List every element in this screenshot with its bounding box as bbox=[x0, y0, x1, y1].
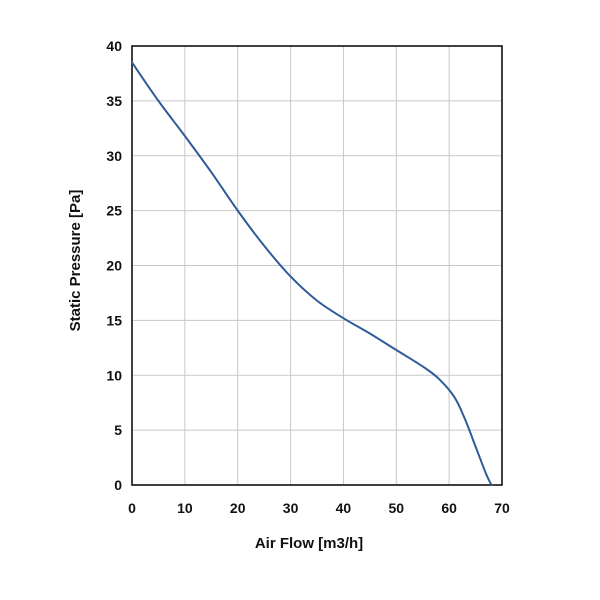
y-tick-label: 10 bbox=[106, 367, 122, 383]
plot-frame bbox=[131, 45, 503, 486]
y-tick-label: 25 bbox=[106, 203, 122, 219]
x-tick-label: 30 bbox=[283, 500, 299, 516]
x-tick-label: 0 bbox=[128, 500, 136, 516]
y-tick-label: 40 bbox=[106, 38, 122, 54]
y-tick-label: 30 bbox=[106, 148, 122, 164]
x-tick-label: 10 bbox=[177, 500, 193, 516]
y-axis-title: Static Pressure [Pa] bbox=[67, 190, 84, 332]
series-line bbox=[131, 61, 493, 486]
x-tick-label: 20 bbox=[230, 500, 246, 516]
x-tick-label: 50 bbox=[388, 500, 404, 516]
grid-lines bbox=[131, 45, 503, 486]
y-tick-label: 5 bbox=[114, 422, 122, 438]
y-tick-label: 20 bbox=[106, 258, 122, 274]
x-axis-title: Air Flow [m3/h] bbox=[255, 535, 363, 552]
x-tick-labels: 0 10 20 30 40 50 60 70 bbox=[128, 500, 510, 516]
x-tick-label: 70 bbox=[494, 500, 510, 516]
y-tick-label: 15 bbox=[106, 312, 122, 328]
series-group bbox=[131, 61, 493, 486]
y-tick-label: 35 bbox=[106, 93, 122, 109]
y-tick-labels: 0 5 10 15 20 25 30 35 40 bbox=[106, 38, 122, 493]
x-tick-label: 60 bbox=[441, 500, 457, 516]
y-tick-label: 0 bbox=[114, 477, 122, 493]
x-tick-label: 40 bbox=[336, 500, 352, 516]
